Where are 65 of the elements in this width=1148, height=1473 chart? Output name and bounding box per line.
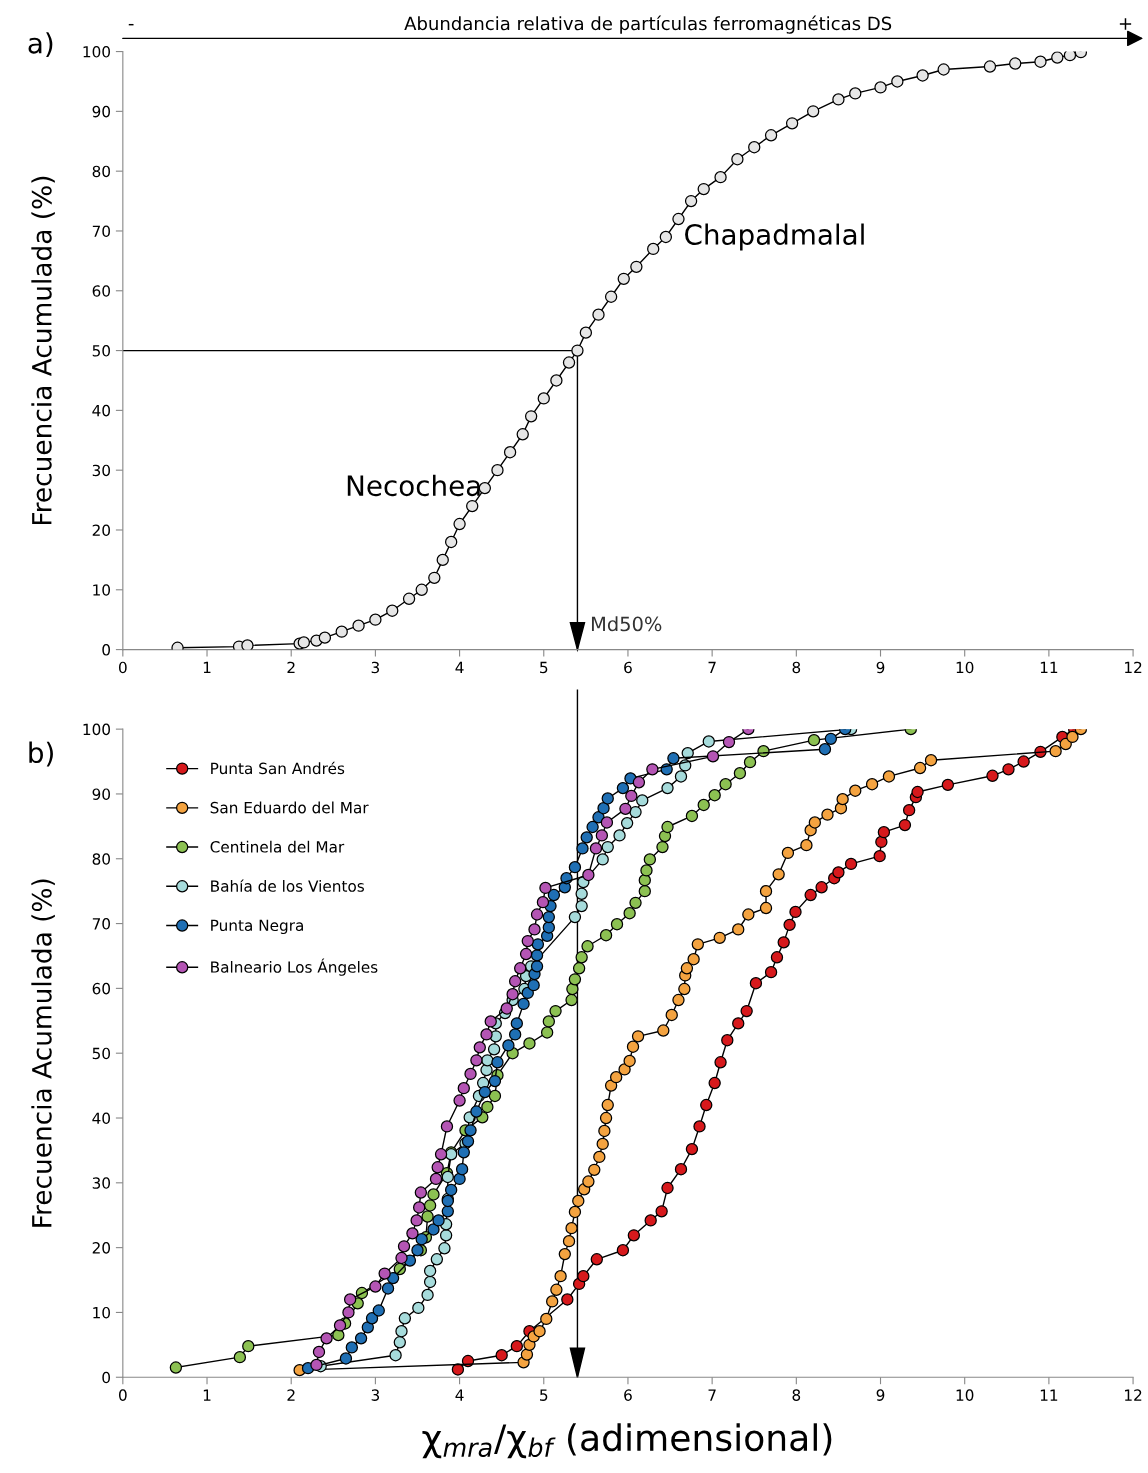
y-tick-label: 90 [92, 105, 111, 118]
y-tick-label: 10 [93, 584, 111, 596]
x-tick-label: 0 [118, 661, 127, 674]
x-tick-label: 4 [455, 1389, 464, 1401]
legend-label: Centinela del Mar [210, 840, 345, 853]
x-tick-label: 6 [624, 661, 632, 674]
chart-title: Abundancia relativa de partículas ferromagnéticas DS [404, 15, 892, 34]
y-tick-label: 0 [102, 1371, 111, 1384]
ref-line-label: Md50% [591, 616, 662, 632]
annotation: Chapadmalal [685, 223, 864, 251]
x-tick-label: 10 [956, 1389, 974, 1401]
x-axis-title: χ$_{mra}$/χ$_{bf}$ (adimensional) [422, 1423, 832, 1459]
x-tick-label: 7 [708, 1389, 716, 1401]
text: - [128, 23, 134, 26]
y-tick-label: 70 [92, 225, 111, 237]
y-tick-label: 50 [92, 345, 111, 357]
legend-label: San Eduardo del Mar [210, 801, 369, 814]
y-tick-label: 30 [92, 1177, 111, 1189]
y-tick-label: 60 [92, 982, 111, 995]
x-tick-label: 3 [371, 1389, 380, 1401]
y-tick-label: 30 [92, 464, 111, 477]
x-tick-label: 9 [876, 1389, 885, 1401]
y-tick-label: 70 [92, 918, 111, 930]
y-tick-label: 20 [92, 524, 111, 537]
x-tick-label: 5 [540, 1389, 548, 1401]
y-axis-title: Frecuencia Acumulada (%) [31, 879, 55, 1227]
y-tick-label: 40 [92, 404, 111, 417]
legend-label: Balneario Los Ángeles [211, 958, 378, 976]
x-tick-label: 2 [287, 1389, 295, 1401]
x-tick-label: 4 [455, 661, 464, 674]
text: + [1119, 18, 1132, 30]
x-tick-label: 8 [792, 1389, 801, 1401]
y-tick-label: 100 [83, 723, 111, 736]
y-tick-label: 20 [92, 1242, 111, 1254]
y-tick-label: 100 [83, 46, 111, 58]
y-tick-label: 50 [92, 1047, 111, 1060]
legend-label: Bahía de los Vientos [211, 879, 365, 892]
x-tick-label: 1 [203, 661, 211, 674]
y-tick-label: 0 [102, 644, 111, 656]
y-axis-title: Frecuencia Acumulada (%) [31, 176, 55, 525]
x-tick-label: 9 [876, 661, 885, 674]
x-tick-label: 11 [1040, 661, 1058, 674]
y-tick-label: 10 [93, 1306, 111, 1319]
x-tick-label: 12 [1125, 1389, 1142, 1401]
y-tick-label: 60 [92, 285, 111, 297]
y-tick-label: 90 [92, 788, 111, 800]
x-tick-label: 11 [1040, 1389, 1058, 1401]
x-tick-label: 7 [708, 661, 716, 674]
x-tick-label: 12 [1125, 661, 1142, 674]
legend-label: Punta Negra [211, 919, 303, 935]
y-tick-label: 40 [92, 1112, 111, 1125]
text: b) [29, 741, 53, 767]
x-tick-label: 1 [203, 1389, 211, 1401]
x-tick-label: 2 [287, 661, 295, 674]
y-tick-label: 80 [92, 853, 111, 865]
x-tick-label: 5 [540, 661, 548, 674]
y-tick-label: 80 [92, 165, 111, 178]
legend-label: Punta San Andrés [211, 761, 345, 775]
annotation: Necochea [347, 474, 480, 497]
x-tick-label: 10 [956, 661, 974, 674]
x-tick-label: 6 [624, 1389, 632, 1401]
text: a) [28, 32, 53, 57]
x-tick-label: 3 [371, 661, 380, 674]
x-tick-label: 8 [792, 661, 801, 674]
x-tick-label: 0 [118, 1389, 127, 1401]
